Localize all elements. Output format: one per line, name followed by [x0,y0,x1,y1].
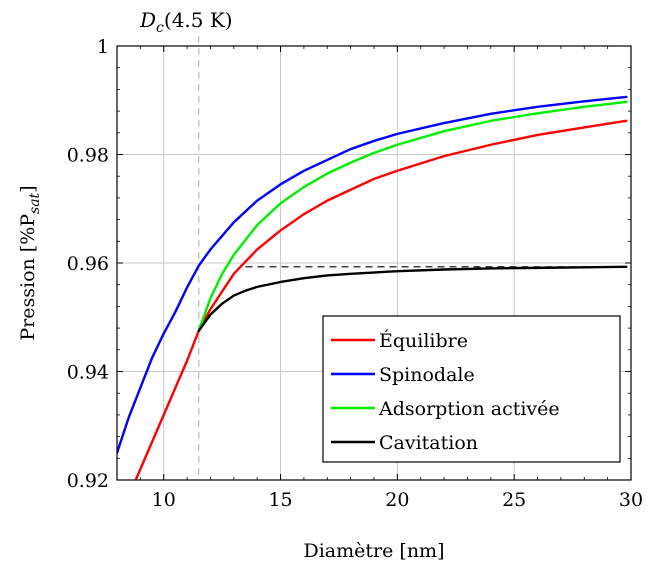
minor-ticks [117,45,632,481]
y-axis-title: Pression [%Psat] [17,185,43,340]
x-tick-label: 25 [502,489,526,511]
y-tick-label: 0.94 [67,362,109,384]
x-tick-label: 30 [619,489,643,511]
y-tick-labels: 0.92 0.94 0.96 0.98 1 [67,36,109,492]
legend: Équilibre Spinodale Adsorption activée Cavi… [322,315,621,463]
y-tick-label: 0.92 [67,470,109,492]
y-tick-label: 0.98 [67,145,109,167]
x-tick-label: 20 [385,489,409,511]
series-line [134,119,628,480]
series-lines [117,95,628,480]
y-tick-label: 1 [97,36,109,58]
legend-label: Cavitation [379,432,478,454]
dc-annotation: Dc(4.5 K) [139,8,233,36]
y-tick-label: 0.96 [67,253,109,275]
legend-label: Équilibre [379,329,468,352]
x-tick-label: 15 [268,489,292,511]
series-line [197,100,628,333]
x-axis-title: Diamètre [nm] [304,540,445,562]
series-line [117,95,628,455]
legend-label: Adsorption activée [378,398,560,420]
series-line [197,265,628,333]
x-tick-labels: 10 15 20 25 30 [152,489,643,511]
x-tick-label: 10 [152,489,176,511]
legend-label: Spinodale [379,364,475,386]
